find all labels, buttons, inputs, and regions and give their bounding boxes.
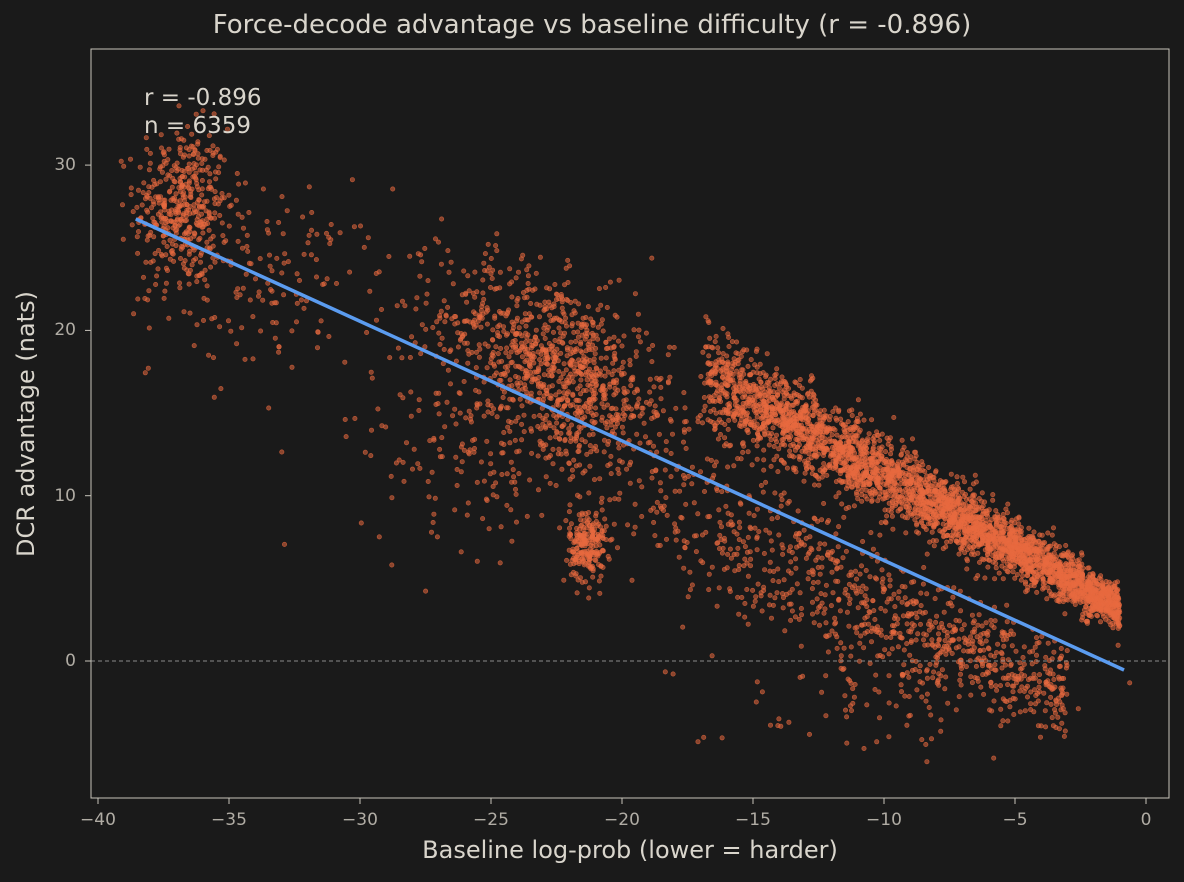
y-tick-label: 10: [54, 485, 76, 506]
x-axis-ticks: [97, 798, 1147, 804]
y-tick-label: 30: [54, 155, 76, 176]
y-axis-label: DCR advantage (nats): [12, 291, 40, 557]
x-tick-label: −20: [604, 810, 640, 830]
y-tick-label: 20: [54, 320, 76, 341]
x-tick-label: −10: [866, 810, 902, 830]
x-tick-label: −25: [473, 810, 509, 830]
r-value-text: r = -0.896: [144, 85, 262, 111]
stats-annotation: r = -0.896 n = 6359: [144, 84, 262, 140]
x-axis-label: Baseline log-prob (lower = harder): [422, 836, 838, 864]
x-tick-label: −35: [211, 810, 247, 830]
chart-title: Force-decode advantage vs baseline diffi…: [212, 10, 972, 40]
y-tick-label: 0: [65, 651, 76, 671]
x-tick-label: −5: [1002, 810, 1028, 830]
x-tick-label: −30: [342, 810, 378, 830]
y-axis-ticks: [85, 164, 91, 662]
scatter-points: [118, 103, 1133, 765]
x-tick-label: −40: [80, 810, 116, 830]
x-tick-label: −15: [735, 810, 771, 830]
n-value-text: n = 6359: [144, 113, 252, 139]
regression-fit-line: [134, 217, 1125, 672]
plot-frame: [90, 48, 1170, 799]
x-tick-label: 0: [1140, 810, 1152, 830]
